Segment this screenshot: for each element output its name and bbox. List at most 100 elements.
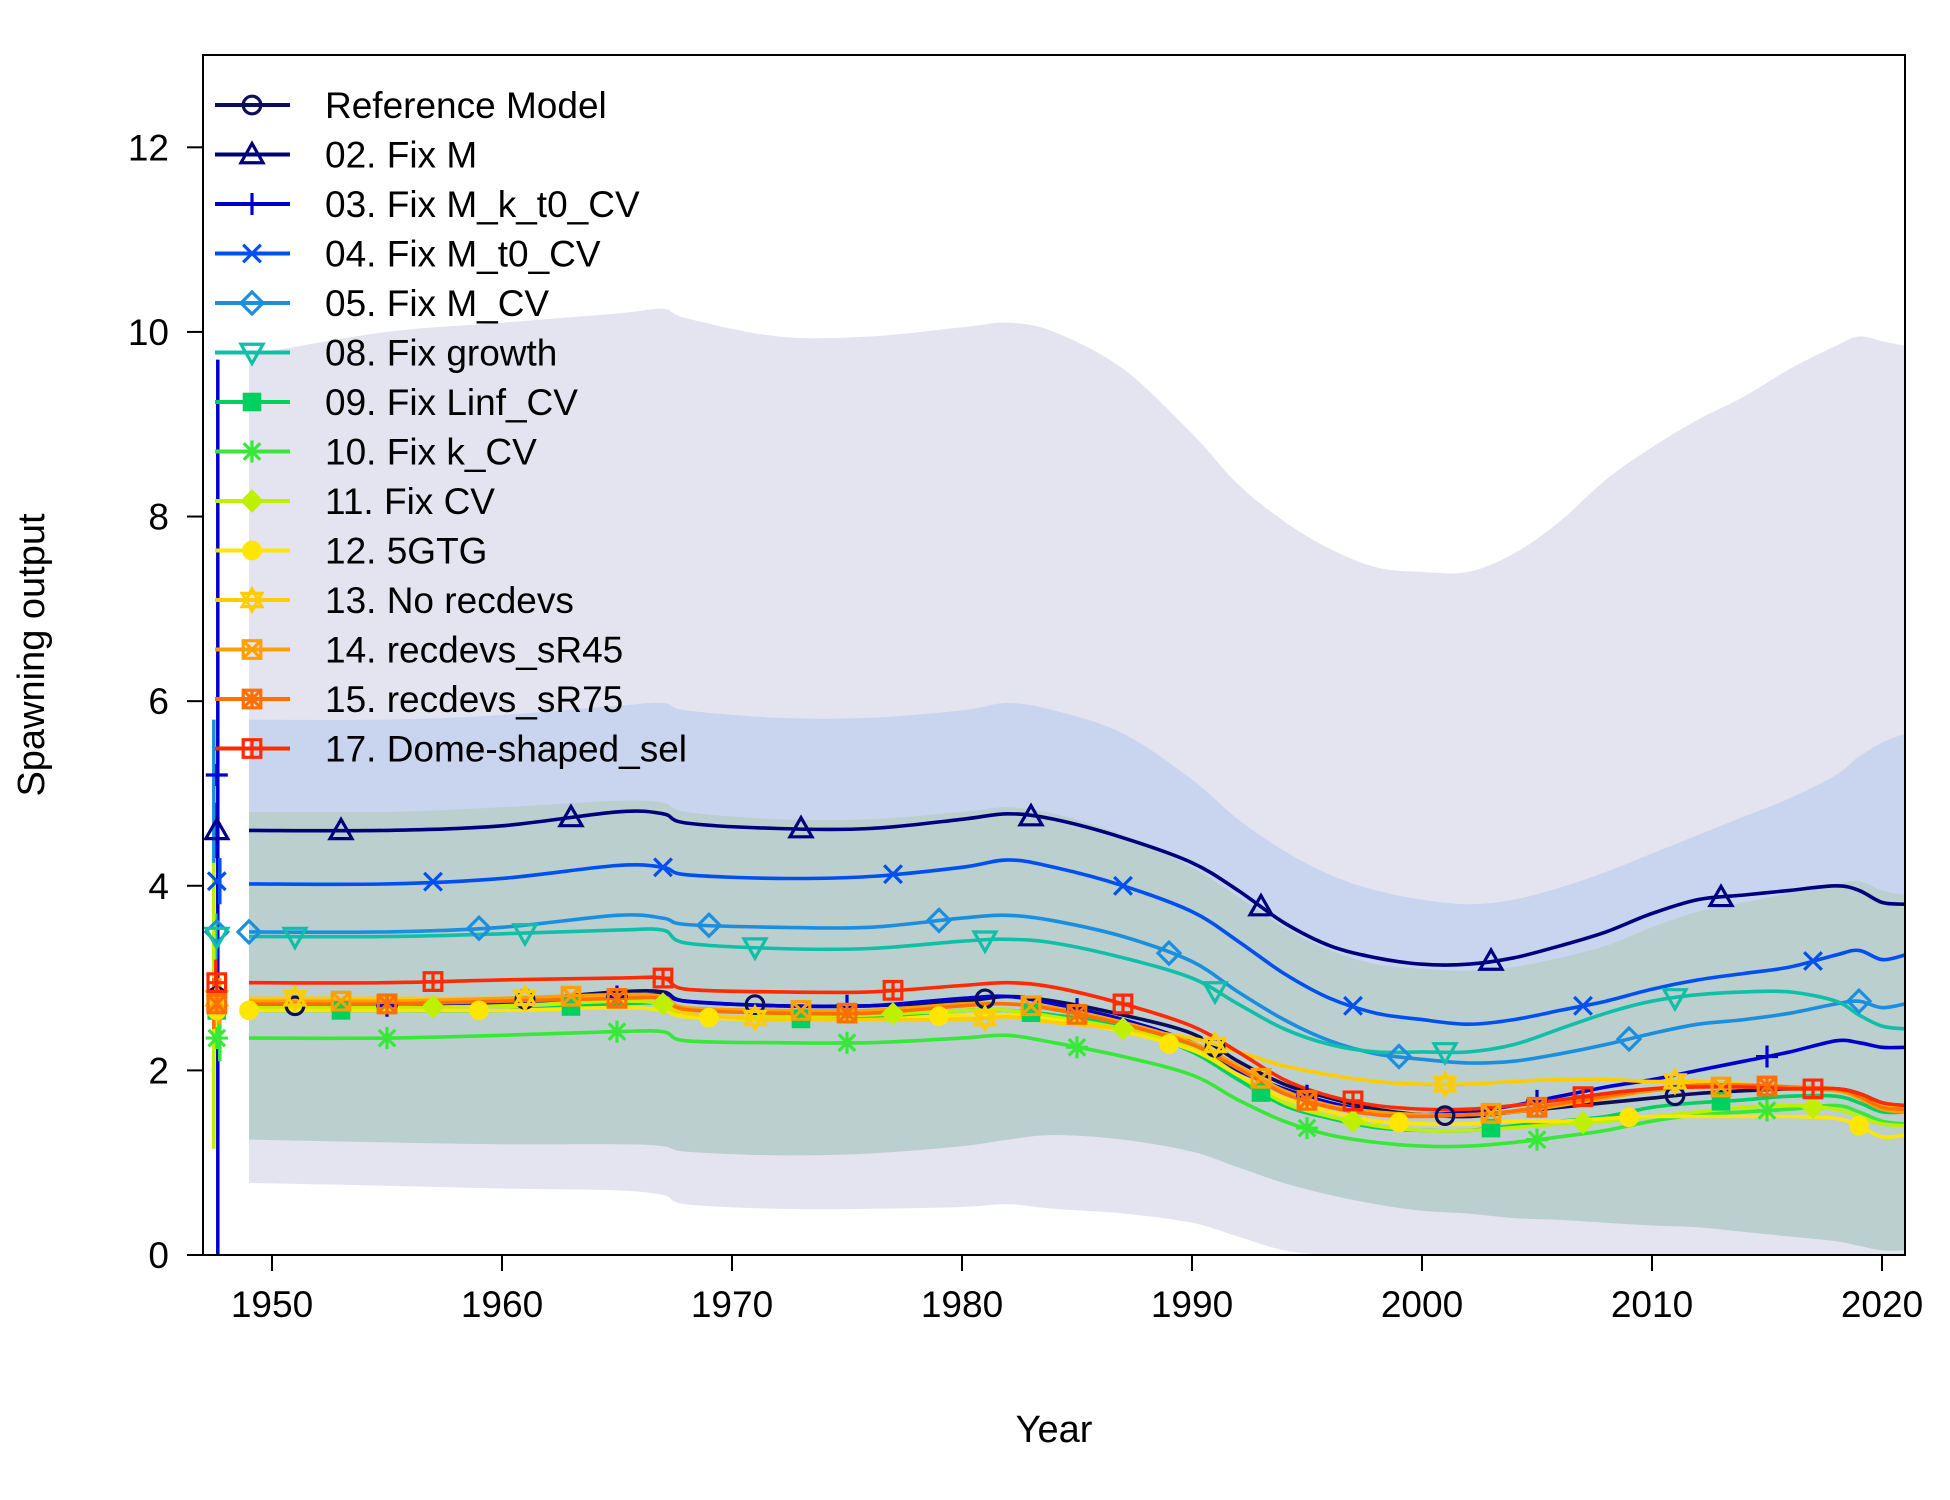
series-marker-5-1989 — [1155, 939, 1183, 967]
series-marker-2-1993 — [1247, 892, 1275, 917]
y-tick-label-6: 6 — [148, 681, 169, 722]
series-marker-5-1999 — [1385, 1043, 1413, 1070]
series-marker-3-2015 — [1756, 1045, 1778, 1068]
legend-label-8: 10. Fix k_CV — [325, 432, 537, 473]
series-marker-6-1971 — [741, 937, 769, 962]
y-axis: 0 2 4 6 8 10 12 — [128, 127, 204, 1276]
series-marker-2-2003 — [1477, 946, 1505, 971]
series-marker-13-1965 — [606, 987, 628, 1009]
series-marker-12-2013 — [1710, 1076, 1732, 1098]
legend-marker-10 — [242, 540, 262, 561]
series-marker-8-2005 — [1526, 1128, 1548, 1151]
series-marker-4-2017 — [1803, 951, 1823, 971]
series-marker-11-2011 — [1662, 1067, 1688, 1096]
legend-label-9: 11. Fix CV — [325, 481, 495, 522]
x-axis-label: Year — [1016, 1409, 1093, 1451]
series-marker-1-2001 — [1434, 1105, 1456, 1127]
series-marker-13-2005 — [1526, 1096, 1548, 1118]
series-marker-13-1985 — [1066, 1003, 1088, 1025]
series-initial-marker-4 — [206, 871, 227, 892]
legend-label-2: 02. Fix M — [325, 135, 477, 176]
legend-item-9: 11. Fix CV — [215, 481, 495, 522]
series-marker-4-1957 — [423, 871, 443, 892]
legend-item-11: 13. No recdevs — [215, 580, 574, 621]
series-line-1 — [248, 988, 1905, 1119]
series-line-2 — [248, 809, 1905, 967]
y-tick-label-4: 4 — [148, 866, 169, 907]
legend-item-14: 17. Dome-shaped_sel — [215, 729, 687, 770]
series-marker-12-1953 — [330, 990, 352, 1012]
series-marker-9-1987 — [1111, 1017, 1135, 1041]
series-marker-5-1969 — [695, 911, 723, 939]
series-marker-11-1971 — [742, 1003, 768, 1033]
series-marker-14-1977 — [882, 979, 904, 1001]
legend-marker-1 — [241, 94, 263, 116]
series-marker-8-1985 — [1066, 1036, 1088, 1059]
series-marker-2-1963 — [557, 803, 585, 828]
series-marker-9-1997 — [1341, 1109, 1365, 1133]
legend-marker-4 — [242, 243, 262, 264]
series-marker-8-2015 — [1756, 1099, 1778, 1122]
series-markers — [203, 764, 1873, 1151]
series-marker-13-2015 — [1756, 1075, 1778, 1097]
series-marker-10-1999 — [1389, 1112, 1409, 1133]
x-tick-label-1970: 1970 — [691, 1284, 773, 1325]
x-tick-label-2000: 2000 — [1381, 1284, 1463, 1325]
legend-label-6: 08. Fix growth — [325, 333, 557, 374]
series-marker-8-1955 — [376, 1027, 398, 1050]
series-marker-11-1951 — [282, 984, 308, 1013]
series-marker-4-1987 — [1113, 875, 1133, 896]
series-line-6 — [248, 927, 1905, 1055]
series-marker-2-1953 — [327, 816, 355, 841]
series-marker-9-1977 — [881, 1002, 905, 1026]
legend-item-5: 05. Fix M_CV — [215, 283, 549, 324]
series-marker-10-1969 — [699, 1007, 719, 1028]
legend-marker-6 — [238, 342, 266, 367]
legend-label-14: 17. Dome-shaped_sel — [325, 729, 687, 770]
y-axis-label: Spawning output — [11, 513, 53, 797]
legend-item-4: 04. Fix M_t0_CV — [215, 234, 601, 275]
series-marker-5-1959 — [465, 914, 493, 942]
series-marker-6-1991 — [1201, 981, 1229, 1006]
series-marker-6-1981 — [971, 930, 999, 955]
series-marker-6-1961 — [511, 923, 539, 948]
series-marker-2-1973 — [787, 814, 815, 839]
legend-item-6: 08. Fix growth — [215, 333, 557, 374]
series-marker-12-1973 — [790, 999, 812, 1021]
x-tick-label-2010: 2010 — [1611, 1284, 1693, 1325]
series-marker-13-1995 — [1296, 1089, 1318, 1111]
series-marker-4-1977 — [883, 864, 903, 885]
legend-label-10: 12. 5GTG — [325, 531, 487, 572]
series-marker-9-2007 — [1571, 1110, 1595, 1135]
legend-item-1: Reference Model — [215, 85, 607, 126]
legend-label-12: 14. recdevs_sR45 — [325, 630, 623, 671]
legend: Reference Model 02. Fix M 03. Fix M_k_t0_C… — [215, 85, 687, 770]
legend-item-12: 14. recdevs_sR45 — [215, 630, 623, 671]
series-marker-10-1979 — [929, 1006, 949, 1027]
series-marker-5-2019 — [1845, 987, 1873, 1015]
legend-marker-3 — [241, 193, 263, 215]
x-tick-label-2020: 2020 — [1841, 1284, 1923, 1325]
series-marker-9-2017 — [1801, 1095, 1825, 1120]
series-line-8 — [248, 1028, 1905, 1149]
legend-item-10: 12. 5GTG — [215, 531, 487, 572]
legend-marker-2 — [238, 140, 266, 165]
y-tick-label-8: 8 — [148, 497, 169, 538]
series-marker-1-1971 — [744, 994, 766, 1016]
series-marker-14-1997 — [1342, 1090, 1364, 1112]
legend-marker-13 — [241, 688, 263, 710]
legend-label-4: 04. Fix M_t0_CV — [325, 234, 601, 275]
legend-item-13: 15. recdevs_sR75 — [215, 679, 623, 720]
legend-item-2: 02. Fix M — [215, 135, 477, 176]
series-initial-marker-6 — [203, 926, 231, 951]
series-marker-10-1949 — [239, 1000, 259, 1021]
series-marker-10-1959 — [469, 1000, 489, 1021]
y-tick-label-10: 10 — [128, 312, 169, 353]
series-marker-8-1995 — [1296, 1117, 1318, 1140]
series-marker-4-1997 — [1343, 995, 1363, 1016]
series-marker-5-1949 — [235, 918, 263, 946]
x-axis: 1950 1960 1970 1980 1990 2000 2010 2020 — [231, 1254, 1923, 1325]
series-initial-marker-3 — [205, 764, 228, 786]
legend-label-13: 15. recdevs_sR75 — [325, 679, 623, 720]
